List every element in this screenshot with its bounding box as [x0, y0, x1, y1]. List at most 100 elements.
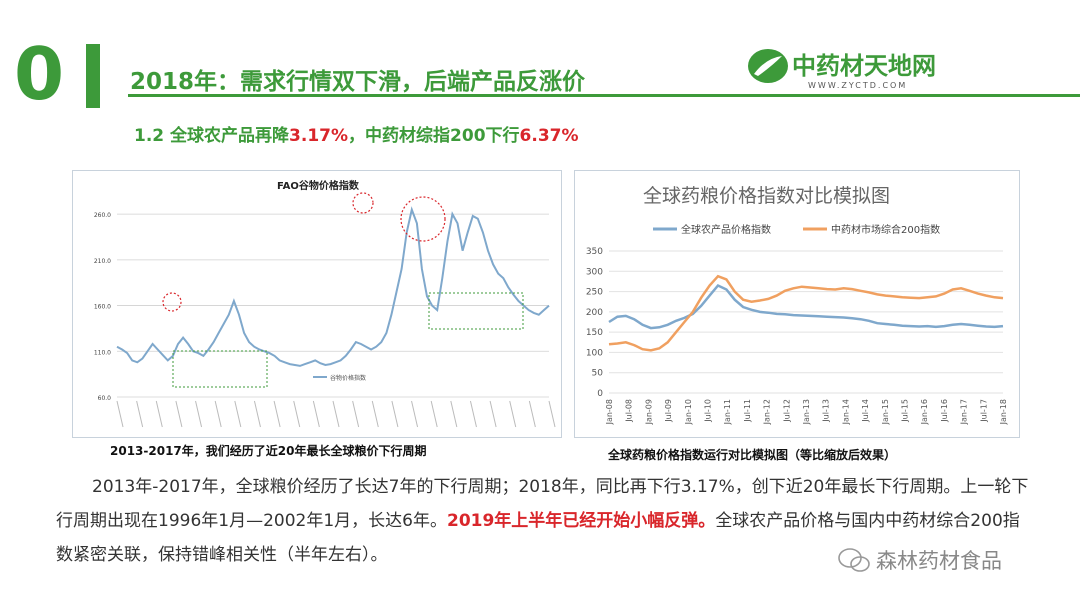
watermark-text: 森林药材食品	[876, 549, 1002, 573]
subtitle-highlight-1: 3.17%	[289, 126, 349, 146]
logo-text: 中药材天地网	[792, 52, 936, 80]
fao-x-ticks	[116, 400, 556, 428]
series-line-tcm	[608, 274, 1004, 352]
body-paragraph: 2013年-2017年，全球粮价经历了长达7年的下行周期；2018年，同比再下行…	[56, 470, 1036, 572]
compare-x-tick-label: Jan-08	[605, 399, 614, 425]
compare-x-tick-label: Jan-13	[802, 399, 811, 425]
compare-x-tick-label: Jan-17	[960, 399, 969, 425]
fao-x-tick-mark	[391, 400, 399, 428]
fao-x-tick-mark	[195, 400, 203, 428]
fao-x-tick-mark	[312, 400, 320, 428]
paragraph-highlight: 2019年上半年已经开始小幅反弹。	[446, 511, 716, 531]
compare-x-tick-label: Jul-08	[625, 399, 634, 423]
legend-label-b: 中药材市场综合200指数	[831, 223, 940, 236]
fao-x-tick-mark	[116, 400, 124, 428]
compare-x-tick-label: Jul-16	[940, 399, 949, 423]
fao-x-tick-mark	[273, 400, 281, 428]
fao-y-tick-label: 110.0	[94, 349, 111, 356]
annotation-box-2	[428, 292, 524, 330]
legend-label-a: 全球农产品价格指数	[681, 223, 771, 236]
fao-x-tick-mark	[430, 400, 438, 428]
annotation-circle-2	[352, 192, 374, 214]
paragraph-text-2: 全球农产品价格与国内中药材综合200指数紧密关联，保持错峰相关性（半年左右）。	[56, 511, 1020, 565]
paragraph-text-1: 2013年-2017年，全球粮价经历了长达7年的下行周期；2018年，同比再下行…	[56, 477, 1029, 531]
fao-y-tick-label: 60.0	[98, 395, 112, 402]
compare-x-tick-label: Jul-12	[782, 399, 791, 423]
fao-x-tick-mark	[528, 400, 536, 428]
fao-x-tick-mark	[352, 400, 360, 428]
compare-chart-title: 全球药粮价格指数对比模拟图	[643, 185, 890, 207]
fao-series-line	[116, 206, 550, 367]
fao-x-tick-mark	[548, 400, 556, 428]
compare-y-tick-label: 100	[586, 348, 603, 358]
compare-x-tick-label: Jan-18	[999, 399, 1008, 425]
fao-x-tick-mark	[253, 400, 261, 428]
fao-y-tick-label: 260.0	[94, 212, 111, 219]
subtitle-text-a: 1.2 全球农产品再降	[134, 126, 290, 146]
subtitle-text-b: ，中药材综指200下行	[348, 126, 520, 146]
compare-x-tick-label: Jul-17	[979, 399, 988, 423]
compare-x-tick-label: Jul-11	[743, 399, 752, 423]
compare-x-tick-label: Jan-10	[684, 399, 693, 425]
subtitle: 1.2 全球农产品再降3.17%，中药材综指200下行6.37%	[134, 121, 579, 146]
logo-url: WWW.ZYCTD.COM	[808, 81, 907, 90]
annotation-circle-3	[400, 196, 446, 242]
section-bar	[86, 44, 100, 108]
annotation-box-1	[172, 350, 268, 388]
fao-chart: FAO谷物价格指数 260.0 210.0 160.0 110.0 60.0 谷物价格指…	[94, 179, 556, 428]
compare-gridlines	[609, 250, 1003, 394]
fao-chart-frame: FAO谷物价格指数 260.0 210.0 160.0 110.0 60.0 谷物价格指…	[72, 170, 562, 438]
zyctd-logo: 中药材天地网 WWW.ZYCTD.COM	[748, 49, 936, 90]
compare-chart-frame: 全球药粮价格指数对比模拟图 全球农产品价格指数 中药材市场综合200指数 350…	[574, 170, 1020, 438]
fao-x-tick-mark	[155, 400, 163, 428]
fao-x-tick-mark	[411, 400, 419, 428]
compare-x-tick-label: Jan-15	[881, 399, 890, 425]
fao-x-tick-mark	[371, 400, 379, 428]
compare-x-tick-label: Jan-16	[920, 399, 929, 425]
compare-y-tick-label: 150	[586, 328, 603, 338]
compare-y-tick-label: 350	[586, 247, 603, 257]
fao-x-tick-mark	[450, 400, 458, 428]
compare-x-tick-label: Jan-12	[763, 399, 772, 425]
section-number: 0	[14, 32, 64, 116]
fao-x-tick-mark	[175, 400, 183, 428]
title-underline	[128, 94, 1080, 97]
fao-x-tick-mark	[293, 400, 301, 428]
subtitle-highlight-2: 6.37%	[519, 126, 579, 146]
fao-x-tick-mark	[509, 400, 517, 428]
fao-x-tick-mark	[469, 400, 477, 428]
compare-x-tick-label: Jan-09	[644, 399, 653, 425]
compare-x-tick-label: Jul-09	[664, 399, 673, 423]
title-text: 2018年：需求行情双下滑，后端产品反涨价	[130, 69, 586, 95]
fao-gridlines	[117, 213, 549, 398]
fao-x-tick-mark	[214, 400, 222, 428]
compare-chart: 全球药粮价格指数对比模拟图 全球农产品价格指数 中药材市场综合200指数 350…	[586, 185, 1008, 425]
fao-y-ticks: 260.0 210.0 160.0 110.0 60.0	[94, 212, 111, 402]
compare-x-tick-label: Jul-14	[861, 399, 870, 423]
slide-title: 2018年：需求行情双下滑，后端产品反涨价	[130, 62, 585, 96]
wechat-watermark: 森林药材食品	[838, 548, 1002, 573]
compare-y-tick-label: 0	[597, 389, 603, 399]
compare-y-ticks: 350 300 250 200 150 100 50 0	[586, 247, 603, 399]
compare-y-tick-label: 200	[586, 308, 603, 318]
compare-y-tick-label: 250	[586, 288, 603, 298]
compare-x-tick-label: Jul-10	[704, 399, 713, 423]
fao-y-tick-label: 160.0	[94, 304, 111, 311]
compare-x-tick-label: Jan-14	[841, 399, 850, 425]
annotation-circle-1	[162, 292, 182, 312]
fao-x-tick-mark	[136, 400, 144, 428]
wechat-icon	[838, 548, 870, 572]
fao-chart-caption: 2013-2017年，我们经历了近20年最长全球粮价下行周期	[110, 444, 427, 458]
fao-x-tick-mark	[332, 400, 340, 428]
fao-x-tick-mark	[234, 400, 242, 428]
compare-chart-caption: 全球药粮价格指数运行对比模拟图（等比缩放后效果）	[608, 448, 897, 462]
compare-x-tick-label: Jul-13	[822, 399, 831, 423]
fao-x-tick-mark	[489, 400, 497, 428]
compare-x-tick-label: Jan-11	[723, 399, 732, 425]
compare-x-ticks: Jan-08 Jul-08 Jan-09 Jul-09 Jan-10 Jul-10 Jan-…	[605, 399, 1008, 425]
compare-y-tick-label: 300	[586, 267, 603, 277]
compare-x-tick-label: Jul-15	[901, 399, 910, 423]
fao-y-tick-label: 210.0	[94, 258, 111, 265]
series-line-agri	[608, 283, 1004, 330]
fao-chart-title: FAO谷物价格指数	[277, 179, 360, 192]
